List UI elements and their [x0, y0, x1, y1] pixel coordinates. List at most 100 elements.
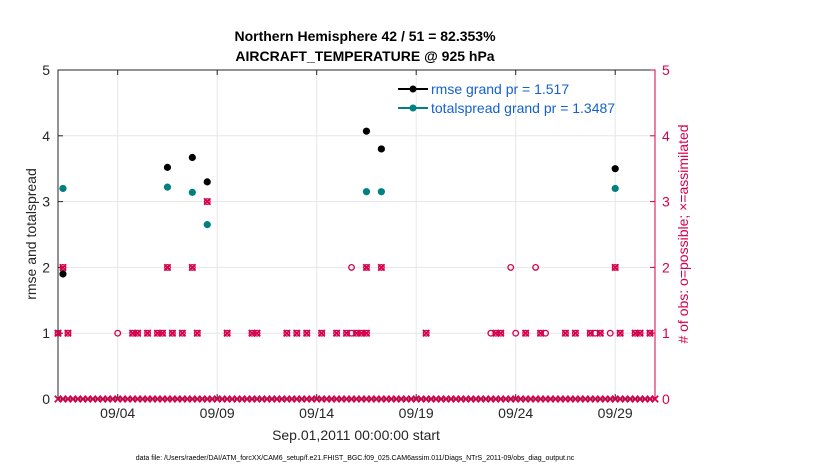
obs-possible-marker-1: [64, 329, 72, 337]
obs-assimilated-marker-122: [64, 329, 72, 338]
obs-assimilated-marker-124: [133, 329, 142, 338]
legend: rmse grand pr = 1.517 totalspread grand …: [398, 81, 615, 116]
obs-possible-marker-47: [377, 263, 385, 271]
x-tick-label-2: 09/14: [299, 405, 334, 421]
obs-possible-marker-23: [363, 329, 370, 337]
x-tick-label-1: 09/09: [200, 405, 235, 421]
obs-possible-marker-14: [283, 329, 291, 337]
obs-possible-marker-7: [159, 329, 166, 337]
obs-possible-marker-2: [114, 329, 122, 337]
obs-possible-marker-40: [636, 329, 644, 337]
obs-assimilated-marker-155: [646, 329, 654, 338]
obs-assimilated-marker-145: [496, 329, 505, 338]
obs-possible-marker-18: [333, 329, 341, 337]
obs-assimilated-marker-154: [636, 329, 644, 338]
rmse-point-5: [377, 145, 385, 153]
obs-possible-marker-11: [223, 329, 231, 337]
y-right-tick-label-1: 1: [662, 325, 670, 341]
obs-possible-marker-42: [59, 263, 67, 271]
obs-possible-marker-32: [562, 329, 569, 337]
obs-possible-marker-9: [178, 329, 186, 337]
obs-assimilated-marker-136: [302, 329, 311, 338]
obs-possible-marker-49: [532, 263, 540, 271]
obs-possible-marker-41: [646, 329, 654, 337]
spread-point-2: [188, 188, 196, 196]
obs-assimilated-marker-142: [362, 329, 371, 338]
legend-spread-label: totalspread grand pr = 1.3487: [431, 100, 615, 116]
obs-possible-marker-8: [168, 329, 176, 337]
obs-possible-marker-10: [193, 329, 201, 337]
y-axis-right-label: # of obs: o=possible; ×=assimilated: [675, 124, 691, 343]
rmse-point-6: [611, 165, 619, 173]
footnote: data file: /Users/raeder/DAI/ATM_forcXX/…: [136, 455, 575, 462]
obs-possible-marker-28: [512, 329, 520, 337]
obs-assimilated-marker-156: [59, 263, 67, 272]
obs-possible-marker-27: [497, 329, 505, 337]
obs-possible-marker-46: [363, 263, 370, 271]
y-left-tick-label-2: 2: [42, 259, 50, 275]
x-axis: 09/04 09/09 09/14 09/19 09/24 09/29: [100, 70, 633, 421]
obs-assimilated-marker-121: [54, 329, 62, 338]
x-tick-label-3: 09/19: [399, 405, 434, 421]
spread-point-3: [203, 221, 211, 229]
obs-possible-marker-17: [318, 329, 326, 337]
obs-assimilated-marker-162: [203, 197, 212, 206]
obs-possible-marker-36: [596, 329, 604, 337]
legend-rmse-label: rmse grand pr = 1.517: [431, 81, 569, 97]
x-axis-label: Sep.01,2011 00:00:00 start: [272, 427, 440, 443]
obs-assimilated-marker-130: [193, 329, 202, 338]
obs-assimilated-marker-157: [163, 263, 172, 272]
y-right-tick-label-3: 3: [662, 194, 670, 210]
obs-assimilated-marker-131: [223, 329, 231, 338]
obs-possible-marker-33: [571, 329, 579, 337]
obs-assimilated-marker-159: [362, 263, 371, 272]
chart-subtitle: AIRCRAFT_TEMPERATURE @ 925 hPa: [235, 48, 494, 64]
obs-possible-marker-5: [144, 329, 151, 337]
obs-assimilated-marker-143: [422, 329, 430, 338]
y-left-tick-label-0: 0: [42, 391, 50, 407]
y-right-tick-label-4: 4: [662, 128, 670, 144]
obs-possible-marker-45: [348, 263, 355, 271]
y-axis-left-label: rmse and totalspread: [23, 168, 39, 300]
obs-assimilated-marker-127: [158, 329, 167, 338]
y-left-tick-label-1: 1: [42, 325, 50, 341]
obs-assimilated-marker-120: [651, 395, 659, 403]
obs-possible-marker-48: [507, 263, 515, 271]
x-tick-label-4: 09/24: [498, 405, 533, 421]
obs-assimilated-marker-150: [586, 329, 595, 338]
rmse-point-3: [203, 178, 211, 186]
obs-assimilated-marker-158: [188, 263, 197, 272]
obs-possible-marker-37: [606, 329, 614, 337]
obs-possible-marker-29: [522, 329, 530, 337]
spread-point-5: [377, 188, 385, 196]
obs-possible-marker-13: [253, 329, 261, 337]
series-markers: [59, 127, 619, 278]
obs-assimilated-marker-135: [292, 329, 301, 338]
obs-markers: [54, 197, 659, 403]
obs-assimilated-marker-129: [178, 329, 187, 338]
obs-assimilated-marker-148: [561, 329, 570, 338]
rmse-point-0: [59, 270, 67, 278]
obs-assimilated-marker-128: [168, 329, 177, 338]
obs-possible-marker-38: [616, 329, 624, 337]
y-axis-right: 0 1 2 3 4 5: [650, 62, 670, 407]
chart-title: Northern Hemisphere 42 / 51 = 82.353%: [234, 28, 496, 44]
rmse-point-1: [163, 163, 172, 171]
rmse-point-2: [188, 153, 196, 162]
obs-assimilated-marker-146: [521, 329, 530, 338]
y-axis-left: 0 1 2 3 4 5: [42, 62, 63, 407]
obs-possible-marker-43: [163, 263, 171, 271]
obs-assimilated-marker-151: [596, 329, 605, 338]
obs-assimilated-marker-149: [571, 329, 580, 338]
spread-point-4: [362, 188, 371, 196]
y-right-tick-label-2: 2: [662, 259, 670, 275]
obs-possible-marker-50: [611, 263, 619, 271]
obs-possible-marker-16: [303, 329, 311, 337]
obs-assimilated-marker-134: [283, 329, 291, 338]
obs-possible-marker-44: [188, 263, 196, 271]
y-right-tick-label-5: 5: [662, 62, 670, 78]
rmse-point-4: [362, 127, 371, 135]
obs-assimilated-marker-137: [317, 329, 326, 338]
